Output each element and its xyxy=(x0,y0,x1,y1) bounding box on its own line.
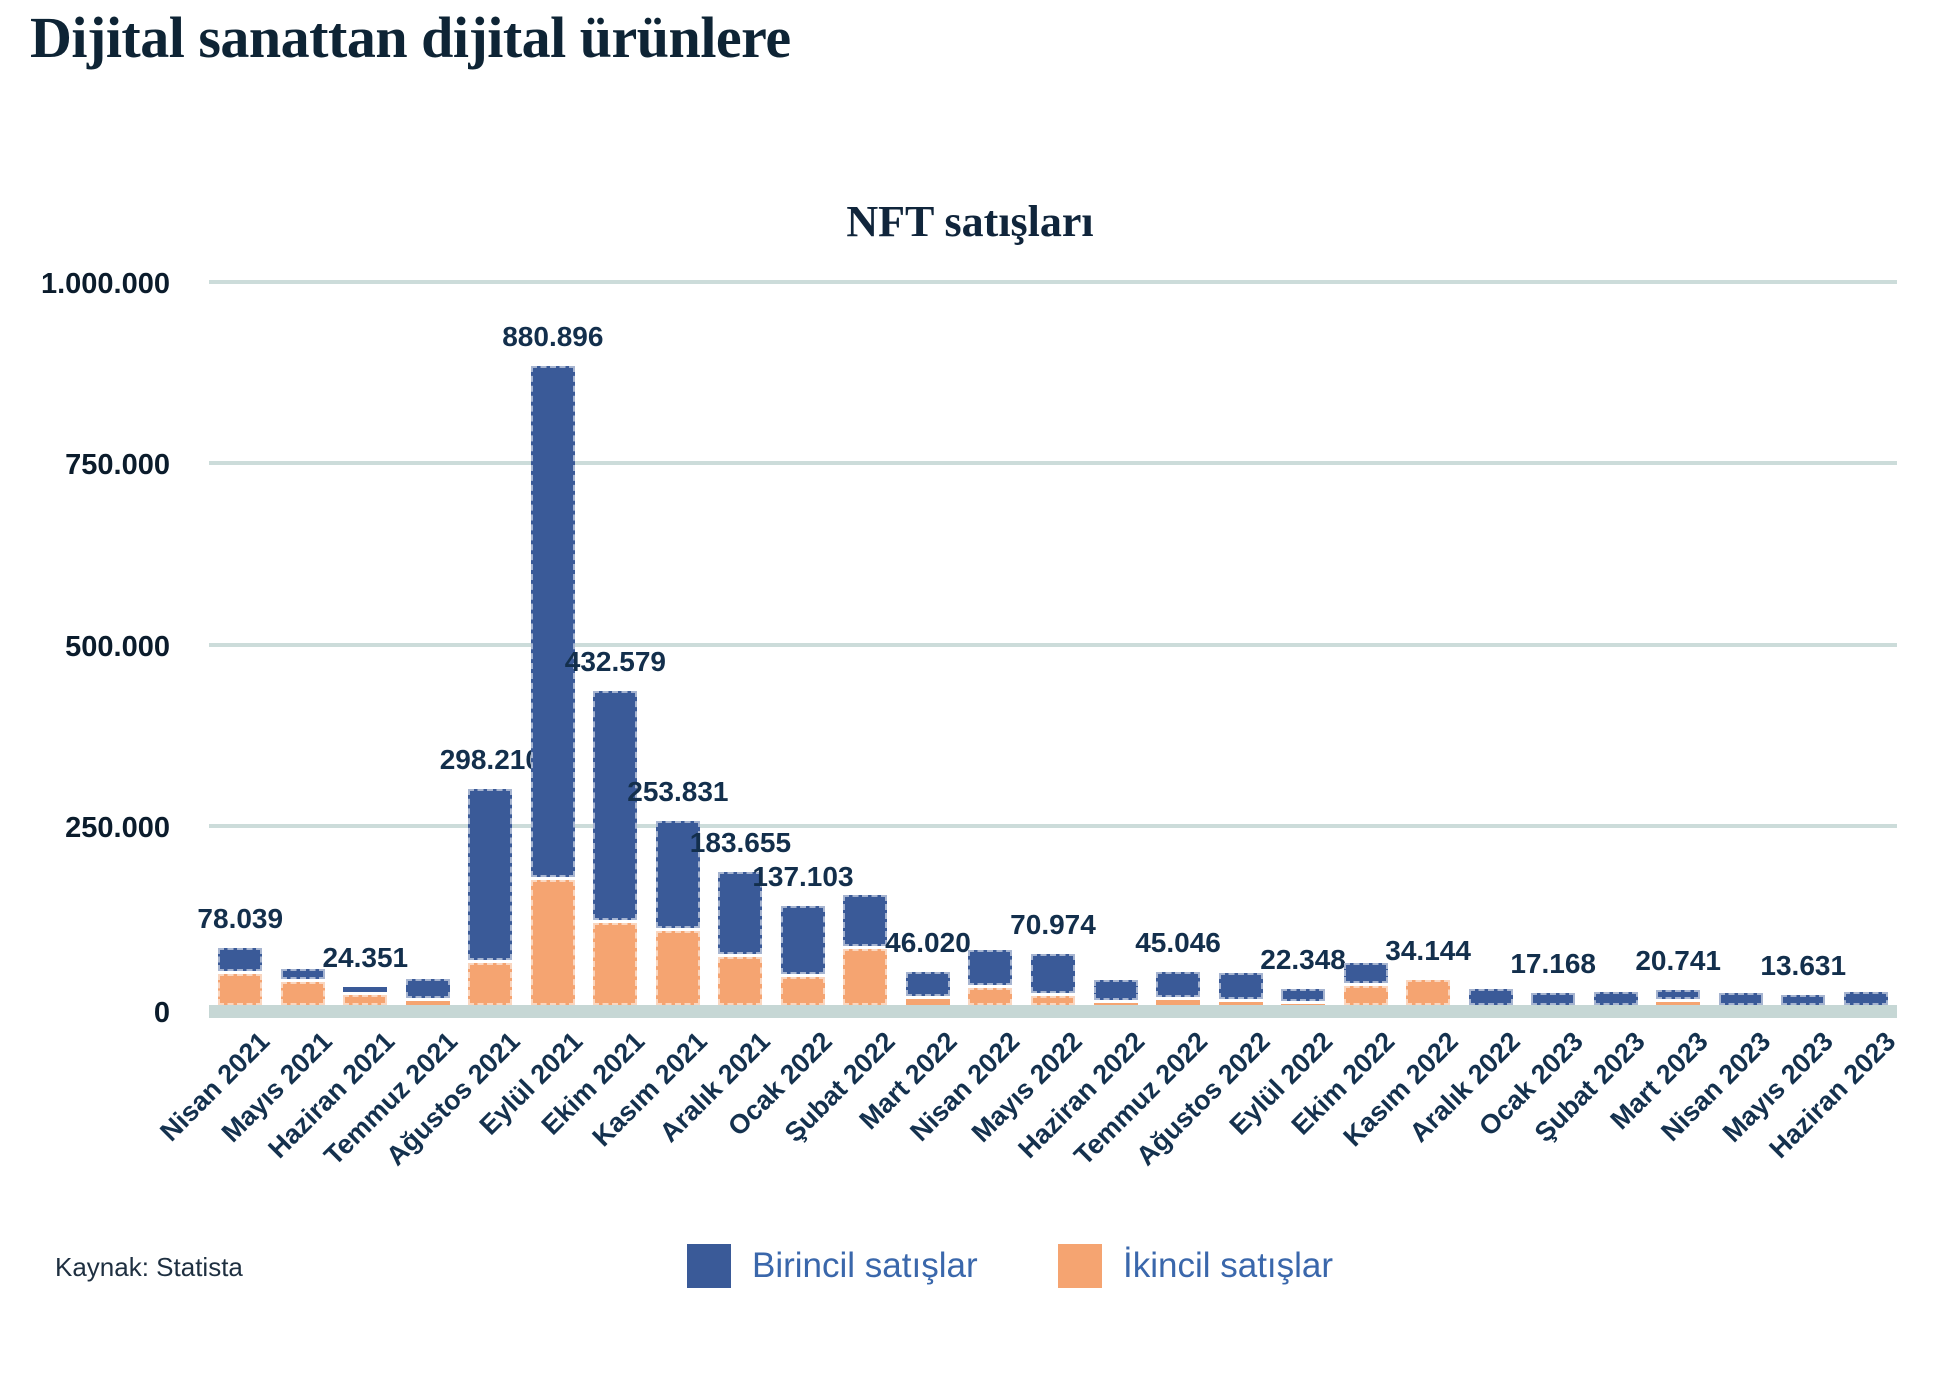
bar-value-label: 70.974 xyxy=(1010,908,1096,940)
bar-segment-secondary-Mart 2023 xyxy=(1656,1002,1701,1005)
bar-segment-primary-Ekim 2022 xyxy=(1343,962,1388,984)
primary-sales-swatch xyxy=(687,1244,731,1288)
page-title: Dijital sanattan dijital ürünlere xyxy=(30,5,791,70)
legend-label-secondary: İkincil satışlar xyxy=(1123,1246,1334,1285)
bar-segment-secondary-Ekim 2022 xyxy=(1343,986,1388,1005)
bar-value-label: 13.631 xyxy=(1760,950,1847,982)
bar-segment-secondary-Şubat 2022 xyxy=(843,949,888,1005)
bar-segment-primary-Aralık 2021 xyxy=(718,871,763,955)
bar-segment-primary-Şubat 2022 xyxy=(843,894,888,947)
bar-segment-primary-Temmuz 2022 xyxy=(1156,972,1201,997)
bar-segment-secondary-Haziran 2021 xyxy=(343,994,388,1005)
y-axis-tick-label: 1.000.000 xyxy=(40,268,170,300)
bar-segment-primary-Ocak 2022 xyxy=(780,905,825,975)
y-axis-tick-label: 750.000 xyxy=(65,449,170,482)
bar-segment-primary-Ocak 2023 xyxy=(1531,992,1576,1005)
gridline xyxy=(209,642,1897,647)
y-axis-tick-label: 250.000 xyxy=(65,811,170,844)
bar-segment-primary-Haziran 2022 xyxy=(1093,979,1138,1000)
bar-value-label: 34.144 xyxy=(1385,935,1471,967)
bar-value-label: 183.655 xyxy=(689,826,792,858)
bar-value-label: 253.831 xyxy=(627,775,729,807)
bar-segment-primary-Ekim 2021 xyxy=(593,691,638,921)
bar-segment-secondary-Ağustos 2021 xyxy=(468,962,513,1005)
bar-segment-primary-Nisan 2022 xyxy=(968,949,1013,986)
bar-segment-secondary-Eylül 2021 xyxy=(530,880,575,1005)
bar-segment-secondary-Nisan 2022 xyxy=(968,988,1013,1005)
bar-segment-secondary-Eylül 2022 xyxy=(1281,1003,1326,1005)
bar-segment-primary-Kasım 2021 xyxy=(655,820,700,929)
gridline xyxy=(209,823,1897,828)
legend-item-primary: Birincil satışlar xyxy=(687,1244,978,1288)
y-axis-tick-label: 0 xyxy=(153,997,170,1029)
bar-segment-secondary-Haziran 2022 xyxy=(1093,1002,1138,1005)
bar-segment-secondary-Kasım 2022 xyxy=(1406,980,1451,1005)
chart-title: NFT satışları xyxy=(846,197,1094,246)
bar-segment-secondary-Mayıs 2021 xyxy=(280,981,325,1005)
bar-value-label: 45.046 xyxy=(1135,927,1221,959)
bar-segment-primary-Haziran 2023 xyxy=(1843,991,1888,1005)
bar-value-label: 880.896 xyxy=(502,321,604,353)
bar-segment-secondary-Ekim 2021 xyxy=(593,923,638,1005)
bar-segment-primary-Mart 2022 xyxy=(905,971,950,997)
bar-segment-secondary-Ocak 2022 xyxy=(780,977,825,1005)
bar-segment-secondary-Mayıs 2022 xyxy=(1031,996,1075,1005)
bar-segment-secondary-Nisan 2021 xyxy=(218,973,263,1005)
gridline xyxy=(209,280,1897,284)
source-note: Kaynak: Statista xyxy=(55,1252,243,1282)
legend-label-primary: Birincil satışlar xyxy=(752,1246,978,1285)
bar-segment-secondary-Aralık 2021 xyxy=(718,957,763,1005)
bar-segment-primary-Nisan 2023 xyxy=(1718,993,1763,1005)
legend-item-secondary: İkincil satışlar xyxy=(1058,1244,1333,1288)
bar-segment-primary-Mart 2023 xyxy=(1656,989,1701,1000)
bar-segment-primary-Eylül 2022 xyxy=(1281,988,1326,1001)
bar-segment-primary-Mayıs 2023 xyxy=(1781,995,1826,1005)
bar-value-label: 137.103 xyxy=(752,860,854,892)
bar-segment-primary-Mayıs 2021 xyxy=(280,968,325,979)
bar-value-label: 17.168 xyxy=(1510,947,1596,979)
bar-segment-primary-Şubat 2023 xyxy=(1593,991,1638,1005)
bar-value-label: 432.579 xyxy=(564,646,666,678)
x-axis-baseline xyxy=(209,1005,1897,1018)
y-axis-tick-label: 500.000 xyxy=(65,630,170,663)
bar-segment-primary-Nisan 2021 xyxy=(218,948,263,971)
bar-value-label: 24.351 xyxy=(322,942,409,974)
bar-segment-primary-Eylül 2021 xyxy=(530,366,575,878)
bar-segment-primary-Temmuz 2021 xyxy=(405,978,450,999)
bar-value-label: 46.020 xyxy=(885,926,971,958)
bar-segment-primary-Aralık 2022 xyxy=(1468,989,1513,1005)
bar-segment-primary-Haziran 2021 xyxy=(343,987,388,992)
bar-segment-secondary-Mart 2022 xyxy=(905,999,950,1005)
bar-segment-secondary-Temmuz 2022 xyxy=(1156,999,1201,1005)
bar-value-label: 20.741 xyxy=(1635,944,1721,976)
bar-value-label: 298.210 xyxy=(439,743,541,775)
bar-segment-primary-Ağustos 2021 xyxy=(468,788,513,960)
bar-segment-secondary-Ağustos 2022 xyxy=(1218,1002,1263,1005)
bar-value-label: 78.039 xyxy=(197,903,284,935)
bar-segment-secondary-Temmuz 2021 xyxy=(405,1001,450,1005)
bar-segment-primary-Ağustos 2022 xyxy=(1218,973,1263,1000)
bar-value-label: 22.348 xyxy=(1260,943,1346,975)
bar-segment-secondary-Kasım 2021 xyxy=(655,931,700,1005)
secondary-sales-swatch xyxy=(1058,1244,1102,1288)
gridline xyxy=(209,461,1897,466)
bar-segment-primary-Mayıs 2022 xyxy=(1031,953,1075,994)
